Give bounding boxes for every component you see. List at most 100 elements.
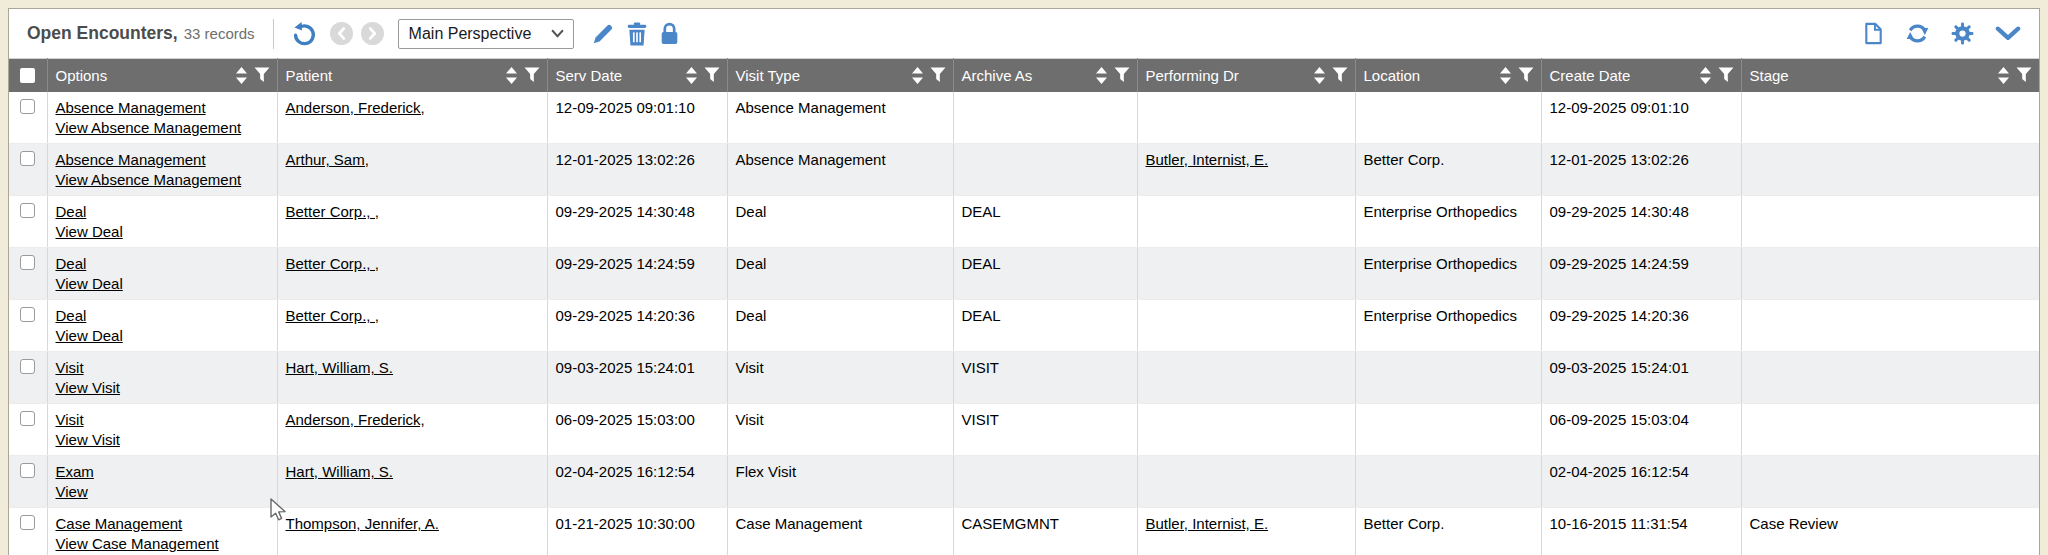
pencil-icon — [591, 22, 615, 46]
perspective-dropdown-value: Main Perspective — [409, 25, 532, 43]
patient-link[interactable]: Better Corp., , — [286, 203, 379, 220]
performing-dr-link[interactable]: Butler, Internist, E. — [1146, 151, 1269, 168]
column-header-performing-dr[interactable]: Performing Dr — [1137, 59, 1355, 92]
prev-perspective-button[interactable] — [330, 22, 353, 45]
filter-funnel-icon[interactable] — [524, 67, 540, 83]
view-encounter-link[interactable]: View — [56, 482, 88, 502]
filter-funnel-icon[interactable] — [254, 67, 270, 83]
patient-link[interactable]: Anderson, Frederick, — [286, 99, 425, 116]
column-header-stage[interactable]: Stage — [1741, 59, 2039, 92]
patient-link[interactable]: Hart, William, S. — [286, 463, 394, 480]
perspective-dropdown[interactable]: Main Perspective — [398, 19, 574, 49]
encounter-action-link[interactable]: Absence Management — [56, 150, 206, 170]
refresh-button[interactable] — [1905, 21, 1930, 46]
row-checkbox[interactable] — [20, 463, 35, 478]
new-record-button[interactable] — [1862, 21, 1885, 46]
encounter-action-link[interactable]: Absence Management — [56, 98, 206, 118]
serv-date-cell: 01-21-2025 10:30:00 — [547, 508, 727, 555]
filter-funnel-icon[interactable] — [1114, 67, 1130, 83]
archive-as-cell — [953, 456, 1137, 508]
options-cell: Case Management View Case Management — [47, 508, 277, 555]
page: { "header": { "title": "Open Encounters,… — [0, 0, 2048, 555]
performing-dr-link[interactable]: Butler, Internist, E. — [1146, 515, 1269, 532]
location-cell — [1355, 352, 1541, 404]
lock-perspective-button[interactable] — [659, 21, 680, 46]
edit-perspective-button[interactable] — [591, 22, 615, 46]
row-checkbox[interactable] — [20, 515, 35, 530]
column-header-patient[interactable]: Patient — [277, 59, 547, 92]
patient-link[interactable]: Better Corp., , — [286, 255, 379, 272]
encounter-action-link[interactable]: Exam — [56, 462, 94, 482]
encounter-action-link[interactable]: Visit — [56, 358, 84, 378]
column-header-options[interactable]: Options — [47, 59, 277, 92]
location-cell — [1355, 404, 1541, 456]
patient-link[interactable]: Anderson, Frederick, — [286, 411, 425, 428]
collapse-panel-button[interactable] — [1995, 26, 2021, 41]
view-encounter-link[interactable]: View Case Management — [56, 534, 219, 554]
view-encounter-link[interactable]: View Visit — [56, 430, 120, 450]
table-row: Case Management View Case Management Tho… — [9, 508, 2039, 555]
performing-dr-cell — [1137, 456, 1355, 508]
patient-link[interactable]: Better Corp., , — [286, 307, 379, 324]
patient-cell: Thompson, Jennifer, A. — [277, 508, 547, 555]
sort-icon[interactable] — [1096, 67, 1107, 84]
column-label: Location — [1364, 67, 1421, 84]
sort-icon[interactable] — [1998, 67, 2009, 84]
serv-date-cell: 12-01-2025 13:02:26 — [547, 144, 727, 196]
encounter-action-link[interactable]: Deal — [56, 202, 87, 222]
settings-button[interactable] — [1950, 21, 1975, 46]
column-header-archive-as[interactable]: Archive As — [953, 59, 1137, 92]
row-checkbox[interactable] — [20, 411, 35, 426]
patient-link[interactable]: Hart, William, S. — [286, 359, 394, 376]
filter-funnel-icon[interactable] — [2016, 67, 2032, 83]
column-header-location[interactable]: Location — [1355, 59, 1541, 92]
row-checkbox[interactable] — [20, 307, 35, 322]
next-perspective-button[interactable] — [361, 22, 384, 45]
encounter-action-link[interactable]: Deal — [56, 306, 87, 326]
table-row: Deal View Deal Better Corp., , 09-29-202… — [9, 300, 2039, 352]
patient-link[interactable]: Arthur, Sam, — [286, 151, 369, 168]
filter-funnel-icon[interactable] — [1718, 67, 1734, 83]
filter-funnel-icon[interactable] — [704, 67, 720, 83]
row-checkbox[interactable] — [20, 203, 35, 218]
row-select-cell — [9, 352, 47, 404]
sort-icon[interactable] — [1700, 67, 1711, 84]
filter-funnel-icon[interactable] — [930, 67, 946, 83]
sort-icon[interactable] — [1314, 67, 1325, 84]
encounter-action-link[interactable]: Visit — [56, 410, 84, 430]
encounter-action-link[interactable]: Case Management — [56, 514, 183, 534]
sort-icon[interactable] — [506, 67, 517, 84]
filter-funnel-icon[interactable] — [1518, 67, 1534, 83]
sort-icon[interactable] — [236, 67, 247, 84]
serv-date-cell: 12-09-2025 09:01:10 — [547, 92, 727, 144]
row-checkbox[interactable] — [20, 359, 35, 374]
chevron-down-icon — [1995, 26, 2021, 41]
row-checkbox[interactable] — [20, 99, 35, 114]
row-checkbox[interactable] — [20, 151, 35, 166]
gear-icon — [1950, 21, 1975, 46]
sort-icon[interactable] — [686, 67, 697, 84]
view-encounter-link[interactable]: View Absence Management — [56, 118, 242, 138]
row-checkbox[interactable] — [20, 255, 35, 270]
select-all-checkbox[interactable] — [20, 68, 35, 83]
delete-perspective-button[interactable] — [626, 22, 648, 46]
performing-dr-cell — [1137, 404, 1355, 456]
view-encounter-link[interactable]: View Deal — [56, 274, 123, 294]
view-encounter-link[interactable]: View Deal — [56, 326, 123, 346]
undo-button[interactable] — [291, 21, 317, 47]
view-encounter-link[interactable]: View Visit — [56, 378, 120, 398]
sort-icon[interactable] — [1500, 67, 1511, 84]
view-encounter-link[interactable]: View Deal — [56, 222, 123, 242]
column-header-serv-date[interactable]: Serv Date — [547, 59, 727, 92]
filter-funnel-icon[interactable] — [1332, 67, 1348, 83]
column-header-visit-type[interactable]: Visit Type — [727, 59, 953, 92]
performing-dr-cell — [1137, 248, 1355, 300]
performing-dr-cell — [1137, 92, 1355, 144]
encounter-action-link[interactable]: Deal — [56, 254, 87, 274]
patient-link[interactable]: Thompson, Jennifer, A. — [286, 515, 439, 532]
column-label: Performing Dr — [1146, 67, 1239, 84]
performing-dr-cell: Butler, Internist, E. — [1137, 508, 1355, 555]
sort-icon[interactable] — [912, 67, 923, 84]
view-encounter-link[interactable]: View Absence Management — [56, 170, 242, 190]
column-header-create-date[interactable]: Create Date — [1541, 59, 1741, 92]
